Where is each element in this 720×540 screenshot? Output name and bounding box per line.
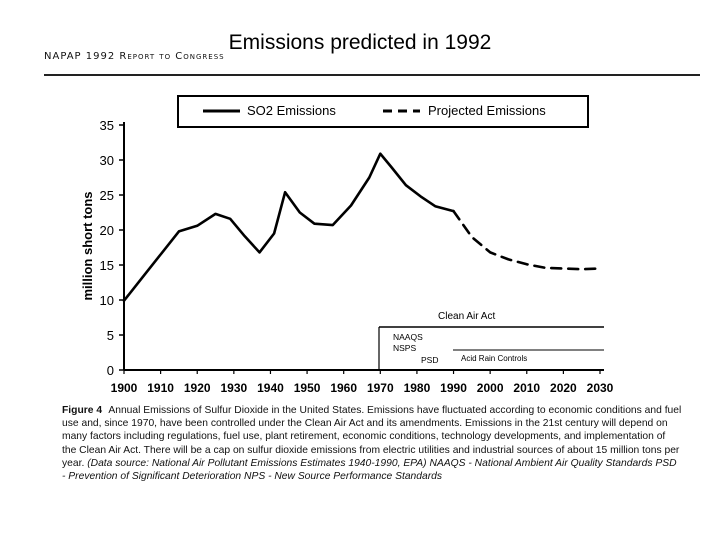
figure-caption: Figure 4 Annual Emissions of Sulfur Diox… <box>62 404 682 483</box>
x-tick-label: 1900 <box>111 381 138 395</box>
x-tick-label: 1920 <box>184 381 211 395</box>
x-tick-label: 1910 <box>147 381 174 395</box>
x-tick-label: 2000 <box>477 381 504 395</box>
x-tick-label: 2030 <box>587 381 614 395</box>
annotation-clean-air-act: Clean Air Act <box>438 311 495 322</box>
y-tick-label: 5 <box>107 328 114 343</box>
y-tick-label: 15 <box>100 258 114 273</box>
y-tick-label: 30 <box>100 153 114 168</box>
header-rule <box>44 74 700 76</box>
y-tick-label: 20 <box>100 223 114 238</box>
x-tick-label: 1960 <box>330 381 357 395</box>
annotation-nsps: NSPS <box>393 343 416 353</box>
x-tick-label: 1940 <box>257 381 284 395</box>
regulation-annotations: Clean Air Act NAAQS NSPS PSD Acid Rain C… <box>378 311 604 371</box>
annotation-acid-rain: Acid Rain Controls <box>461 354 527 363</box>
y-tick-label: 35 <box>100 118 114 133</box>
figure-label: Figure 4 <box>62 405 103 416</box>
y-tick-label: 0 <box>107 363 114 378</box>
series-line-projected <box>452 209 602 271</box>
caption-source: (Data source: National Air Pollutant Emi… <box>87 457 427 469</box>
chart-ticks: 0 5 10 15 20 25 30 35 1900 1910 1920 1930 1940 1950 19… <box>100 118 614 395</box>
x-tick-label: 1990 <box>440 381 467 395</box>
report-header: NAPAP 1992 Report to Congress <box>44 51 225 62</box>
caption-def-nps: NPS - New Source Performance Standards <box>244 471 443 483</box>
series-line-so2 <box>122 152 455 303</box>
emissions-chart: SO2 Emissions Projected Emissions 0 5 10 15… <box>80 95 614 395</box>
caption-def-psd: PSD - Prevention of Significant Deterior… <box>62 457 677 483</box>
annotation-naaqs: NAAQS <box>393 332 423 342</box>
x-tick-label: 2010 <box>513 381 540 395</box>
chart-legend: SO2 Emissions Projected Emissions <box>177 95 589 128</box>
x-tick-label: 1930 <box>220 381 247 395</box>
chart-series <box>122 152 602 303</box>
caption-body: Annual Emissions of Sulfur Dioxide in th… <box>62 405 682 469</box>
y-axis-label: million short tons <box>80 191 95 300</box>
slide-title: Emissions predicted in 1992 <box>228 31 492 54</box>
y-tick-label: 10 <box>100 293 114 308</box>
y-tick-label: 25 <box>100 188 114 203</box>
chart-axes <box>123 122 604 371</box>
x-tick-label: 2020 <box>550 381 577 395</box>
caption-def-naaqs: NAAQS - National Ambient Air Quality Sta… <box>429 457 653 469</box>
x-tick-label: 1970 <box>367 381 394 395</box>
x-tick-label: 1980 <box>404 381 431 395</box>
legend-label-so2: SO2 Emissions <box>247 103 336 118</box>
x-tick-label: 1950 <box>294 381 321 395</box>
annotation-psd: PSD <box>421 355 438 365</box>
legend-label-projected: Projected Emissions <box>428 103 546 118</box>
